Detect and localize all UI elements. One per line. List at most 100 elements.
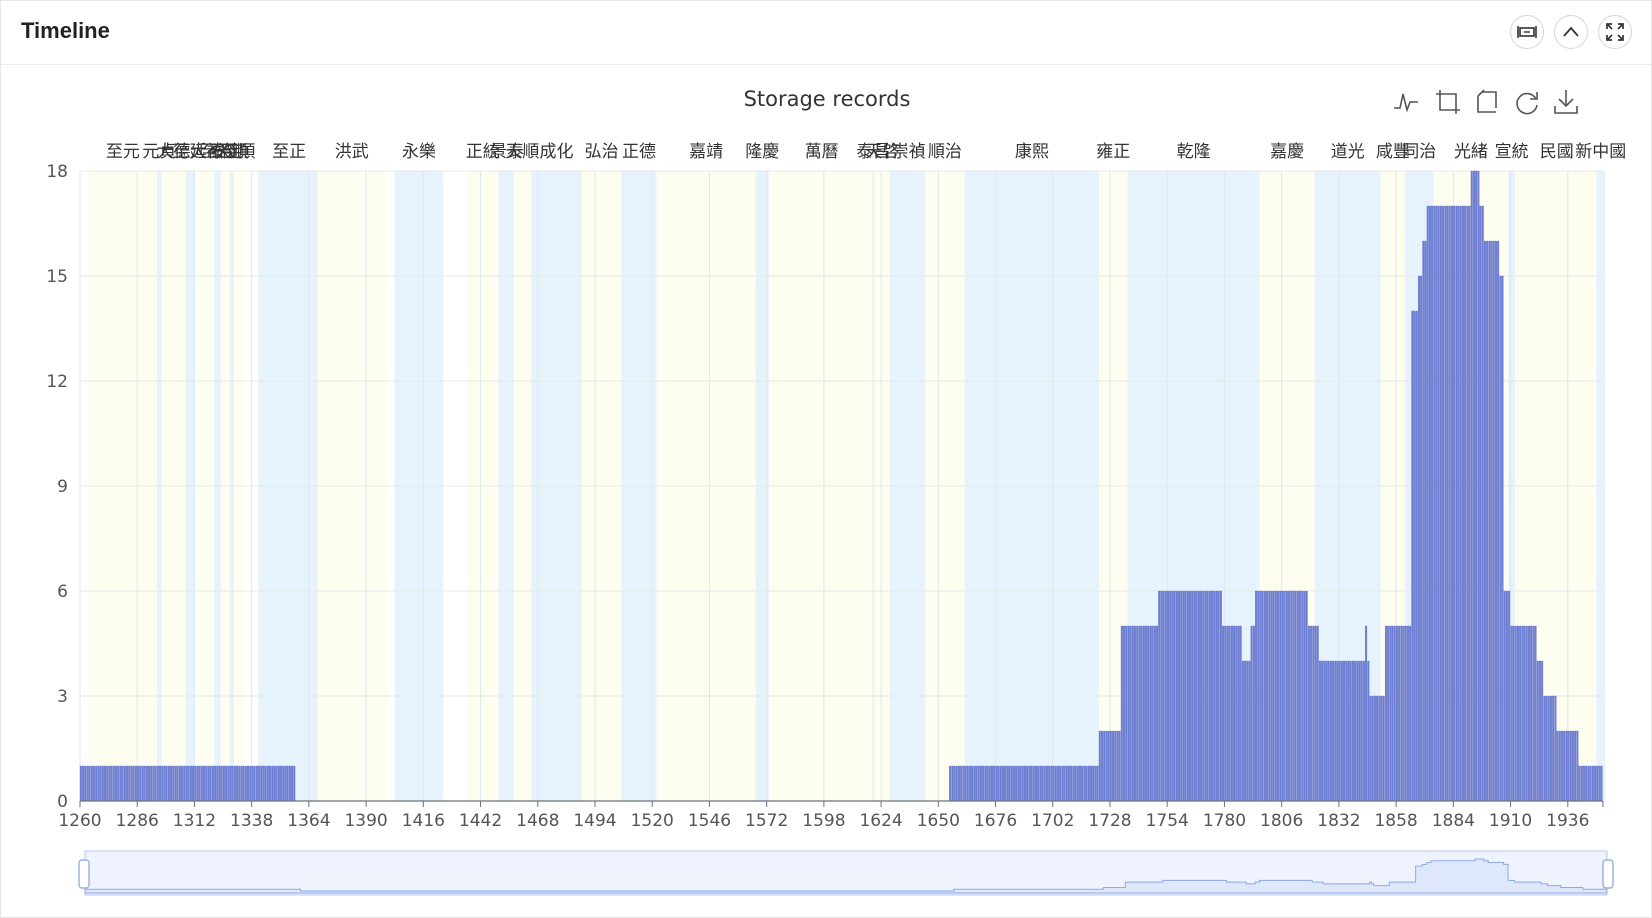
bar	[1019, 765, 1022, 802]
bar	[1567, 730, 1570, 802]
slider-left-handle[interactable]	[78, 859, 90, 889]
bar	[167, 765, 170, 802]
bar	[286, 765, 289, 802]
bar	[1523, 625, 1526, 802]
download-icon[interactable]	[1552, 88, 1580, 116]
era-label: 至正	[272, 142, 306, 162]
bar	[1484, 240, 1486, 802]
bar	[1503, 590, 1506, 802]
bar	[1367, 660, 1370, 802]
bar	[154, 765, 157, 802]
zoom-slider[interactable]	[78, 850, 1614, 896]
bar	[1193, 590, 1196, 802]
line-chart-icon[interactable]	[1392, 88, 1420, 116]
bar	[1160, 590, 1163, 802]
bar	[1094, 765, 1097, 802]
bar	[1116, 730, 1119, 802]
bar	[1219, 590, 1222, 802]
bar	[1345, 660, 1348, 802]
era-label: 至元	[106, 142, 140, 162]
bar	[1550, 695, 1552, 802]
bar	[1035, 765, 1037, 802]
x-tick-label: 1780	[1203, 811, 1246, 831]
bar	[1259, 590, 1262, 802]
collapse-button[interactable]	[1554, 15, 1588, 49]
x-tick-label: 1416	[402, 811, 445, 831]
bar	[1453, 205, 1456, 802]
era-label: 大德	[157, 142, 191, 162]
bar	[117, 765, 120, 802]
x-tick-label: 1910	[1489, 811, 1532, 831]
bar	[1017, 765, 1020, 802]
bar	[1332, 660, 1335, 802]
bar	[1406, 625, 1409, 802]
bar	[1217, 590, 1220, 802]
fullscreen-button[interactable]	[1598, 15, 1632, 49]
bar	[1378, 695, 1381, 802]
bar	[183, 765, 186, 802]
bar	[1145, 625, 1147, 802]
bar	[156, 765, 159, 802]
bar	[1131, 625, 1134, 802]
bar	[971, 765, 974, 802]
bar	[220, 765, 223, 802]
bar	[1563, 730, 1566, 802]
bar	[1552, 695, 1555, 802]
bar	[1244, 660, 1247, 802]
panel-header: Timeline	[1, 1, 1651, 65]
bar	[1598, 765, 1601, 802]
bar	[1461, 205, 1464, 802]
bar	[196, 765, 199, 802]
bar	[1030, 765, 1033, 802]
bar	[1444, 205, 1447, 802]
bar	[1266, 590, 1269, 802]
bar	[240, 765, 243, 802]
bar	[269, 765, 272, 802]
bar	[152, 765, 155, 802]
zoom-icon[interactable]	[1434, 88, 1462, 116]
bar	[1508, 590, 1511, 802]
bar	[178, 765, 181, 802]
bar	[165, 765, 168, 802]
bar	[1517, 625, 1519, 802]
bar	[170, 765, 172, 802]
bar	[960, 765, 963, 802]
x-tick-label: 1364	[287, 811, 330, 831]
bar	[1351, 660, 1354, 802]
fit-width-button[interactable]	[1510, 15, 1544, 49]
y-tick-label: 12	[46, 372, 68, 392]
era-label: 景泰	[490, 142, 524, 162]
era-label: 正統	[466, 142, 500, 162]
bar	[229, 765, 232, 802]
bar	[1325, 660, 1328, 802]
bar	[1054, 765, 1057, 802]
bar	[1112, 730, 1114, 802]
bar	[1252, 625, 1255, 802]
bar	[1285, 590, 1288, 802]
era-label: 天順	[505, 142, 539, 162]
bar	[1046, 765, 1048, 802]
bar	[1079, 765, 1081, 802]
bar	[1059, 765, 1062, 802]
bar	[249, 765, 252, 802]
x-tick-label: 1676	[974, 811, 1017, 831]
bar	[112, 765, 115, 802]
y-tick-label: 18	[46, 162, 68, 182]
bar	[86, 765, 89, 802]
bar	[1574, 730, 1577, 802]
slider-right-handle[interactable]	[1602, 859, 1614, 889]
bar	[1530, 625, 1533, 802]
bar	[1032, 765, 1035, 802]
bar	[1081, 765, 1084, 802]
bar	[1296, 590, 1299, 802]
bar	[949, 765, 952, 802]
refresh-icon[interactable]	[1513, 88, 1541, 116]
bar	[161, 765, 164, 802]
era-label: 嘉慶	[1270, 142, 1304, 162]
zoom-reset-icon[interactable]	[1474, 88, 1502, 116]
bar	[1479, 205, 1482, 802]
bar	[1180, 590, 1183, 802]
bar	[1343, 660, 1346, 802]
era-label: 道光	[1331, 142, 1365, 162]
bar	[189, 765, 192, 802]
